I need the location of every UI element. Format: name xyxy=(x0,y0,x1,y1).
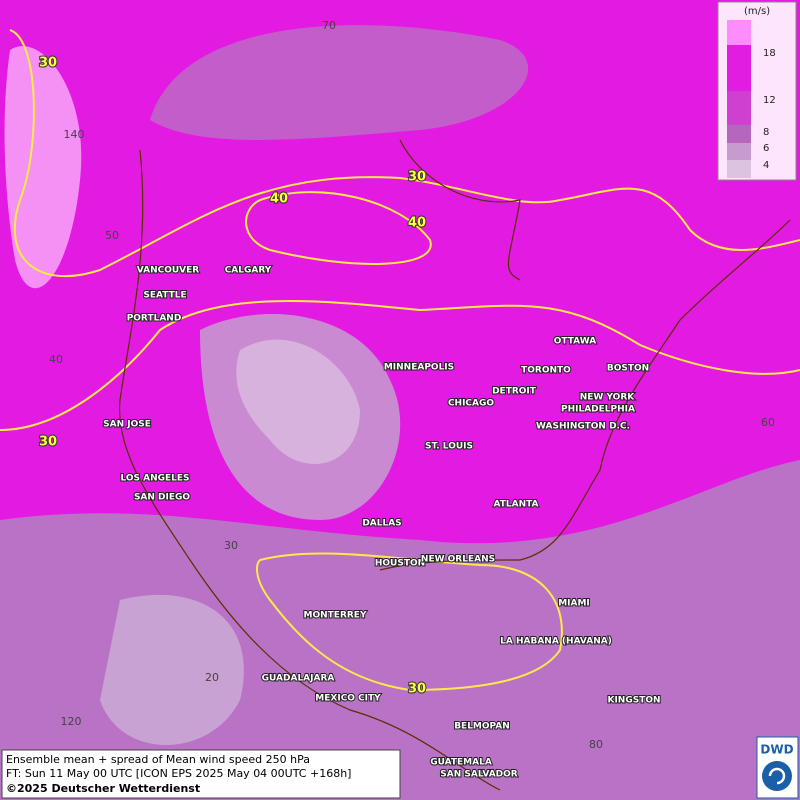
coastlines xyxy=(118,139,791,791)
coastline xyxy=(379,219,791,571)
field-high xyxy=(4,46,82,289)
grid-label: 120 xyxy=(61,715,82,728)
footer-line: ©2025 Deutscher Wetterdienst xyxy=(6,782,200,795)
city-label: NEW ORLEANS xyxy=(421,555,495,565)
contour-30 xyxy=(256,552,563,692)
logo-text: DWD xyxy=(760,743,793,757)
grid-label: 70 xyxy=(322,19,336,32)
city-label: KINGSTON xyxy=(607,696,660,706)
city-label: LOS ANGELES xyxy=(120,474,189,484)
legend-swatch xyxy=(727,45,751,91)
legend-tick-label: 18 xyxy=(763,48,776,59)
legend-swatch xyxy=(727,125,751,143)
grid-label: 80 xyxy=(589,738,603,751)
city-label: BELMOPAN xyxy=(454,722,510,732)
city-label: ST. LOUIS xyxy=(425,442,473,452)
contour-label: 40 xyxy=(270,192,288,207)
legend-tick-label: 6 xyxy=(763,143,769,154)
field-low xyxy=(236,339,360,464)
legend-swatch xyxy=(727,20,751,45)
city-label: SAN JOSE xyxy=(103,420,151,430)
city-label: PHILADELPHIA xyxy=(561,405,635,415)
legend-tick-label: 8 xyxy=(763,127,769,138)
city-label: OTTAWA xyxy=(554,337,597,347)
contour-40 xyxy=(245,191,432,265)
city-label: HOUSTON xyxy=(375,559,425,569)
contour-label: 40 xyxy=(408,216,426,231)
footer-box xyxy=(1,749,401,799)
field-low xyxy=(100,594,244,745)
city-label: CALGARY xyxy=(225,266,272,276)
coastline xyxy=(118,149,501,791)
city-label: DETROIT xyxy=(492,387,537,397)
city-label: ATLANTA xyxy=(493,500,538,510)
grid-label: 140 xyxy=(64,128,85,141)
city-label: VANCOUVER xyxy=(137,266,200,276)
city-label: CHICAGO xyxy=(448,399,494,409)
logo-icon xyxy=(762,761,792,791)
city-label: SEATTLE xyxy=(143,291,186,301)
legend-swatch xyxy=(727,143,751,160)
city-label: GUADALAJARA xyxy=(262,674,335,684)
coastline xyxy=(399,139,521,281)
city-label: SAN DIEGO xyxy=(134,493,190,503)
field-mid xyxy=(150,25,529,140)
grid-label: 60 xyxy=(761,416,775,429)
city-label: MINNEAPOLIS xyxy=(384,363,454,373)
city-label: GUATEMALA xyxy=(430,758,492,768)
logo-swirl xyxy=(768,767,786,785)
contour-label: 30 xyxy=(39,435,57,450)
city-label: MONTERREY xyxy=(304,611,367,621)
city-label: TORONTO xyxy=(521,366,571,376)
contour-label: 30 xyxy=(39,56,57,71)
city-label: SAN SALVADOR xyxy=(440,770,517,780)
city-label: DALLAS xyxy=(362,519,401,529)
labels: VANCOUVER CALGARY SEATTLE PORTLAND MINNEAPOL… xyxy=(38,19,775,781)
city-label: WASHINGTON D.C. xyxy=(536,422,630,432)
contour-30 xyxy=(9,29,800,278)
city-label: PORTLAND xyxy=(127,314,182,324)
legend-unit: (m/s) xyxy=(744,6,770,17)
contour-label: 30 xyxy=(408,682,426,697)
city-label: MIAMI xyxy=(558,599,590,609)
legend-tick-label: 12 xyxy=(763,95,776,106)
legend-tick-label: 4 xyxy=(763,160,769,171)
grid-label: 50 xyxy=(105,229,119,242)
grid-label: 20 xyxy=(205,671,219,684)
grid-label: 30 xyxy=(224,539,238,552)
contour-30 xyxy=(0,300,800,431)
footer-line: FT: Sun 11 May 00 UTC [ICON EPS 2025 May… xyxy=(6,767,351,780)
city-label: MEXICO CITY xyxy=(315,694,381,704)
legend-swatch xyxy=(727,160,751,178)
contours xyxy=(0,29,800,692)
grid-label: 40 xyxy=(49,353,63,366)
legend-swatch xyxy=(727,91,751,125)
city-label: LA HABANA (HAVANA) xyxy=(500,637,612,647)
footer-line: Ensemble mean + spread of Mean wind spee… xyxy=(6,753,310,766)
city-label: BOSTON xyxy=(607,364,649,374)
city-label: NEW YORK xyxy=(580,393,636,403)
contour-label: 30 xyxy=(408,170,426,185)
